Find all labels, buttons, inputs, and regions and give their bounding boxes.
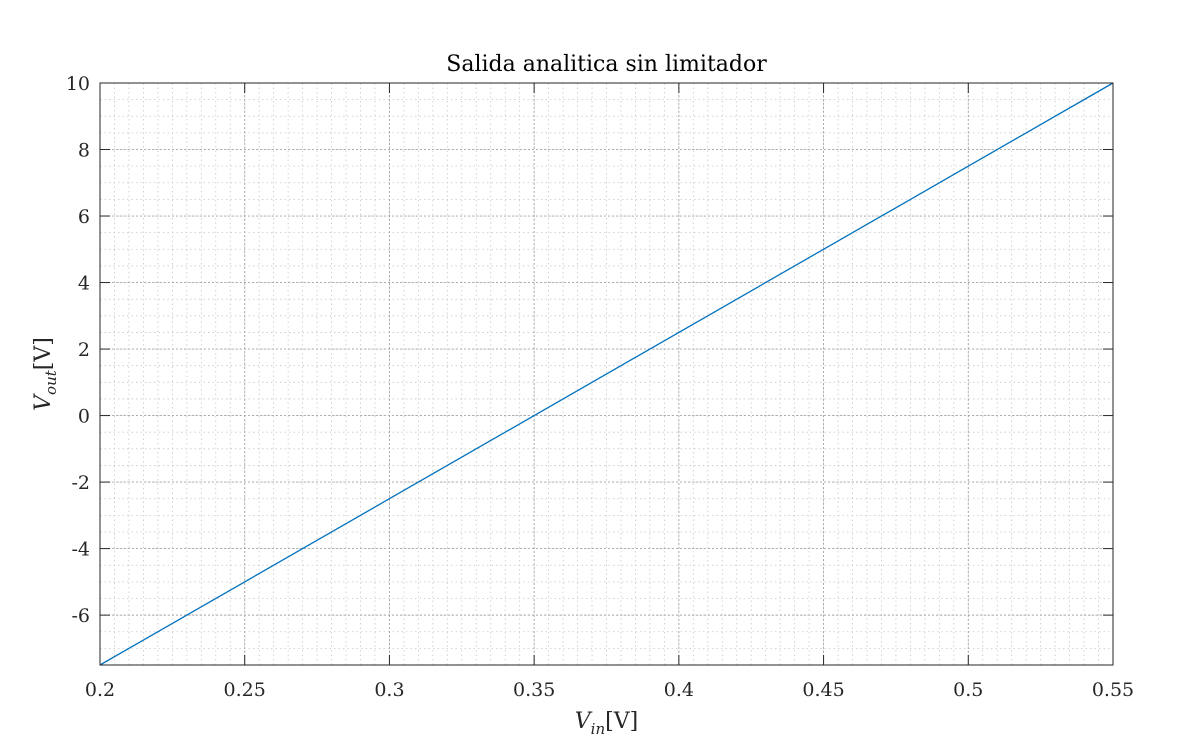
x-tick-label: 0.45 (802, 679, 844, 701)
y-axis-label: Vout[V] (31, 337, 60, 411)
x-axis-label-main: V (575, 709, 593, 734)
tick-marks (99, 82, 1114, 665)
x-tick-label: 0.35 (513, 679, 555, 701)
x-tick-label: 0.55 (1092, 679, 1134, 701)
y-tick-label: -6 (71, 605, 90, 627)
y-tick-label: -2 (71, 472, 90, 494)
chart-title: Salida analitica sin limitador (446, 52, 767, 77)
y-tick-label: 6 (78, 206, 90, 228)
x-tick-label: 0.4 (664, 679, 694, 701)
plot-area-border (99, 82, 1114, 666)
y-tick-label: 4 (78, 273, 90, 295)
y-tick-label: 10 (66, 73, 90, 95)
y-axis-label-unit: [V] (31, 337, 56, 370)
y-tick-label: -4 (71, 539, 90, 561)
y-tick-label: 8 (78, 140, 90, 162)
y-axis-label-main: V (31, 393, 56, 411)
series-layer (99, 82, 1114, 666)
series-line (99, 82, 1114, 666)
y-tick-labels: -6 -4 -2 0 2 4 6 8 10 (66, 73, 90, 627)
x-axis-label-unit: [V] (605, 709, 638, 734)
x-tick-labels: 0.2 0.25 0.3 0.35 0.4 0.45 0.5 0.55 (85, 679, 1134, 701)
y-axis-label-sub: out (42, 369, 60, 395)
y-tick-label: 2 (78, 339, 90, 361)
x-tick-label: 0.2 (85, 679, 115, 701)
x-axis-label: Vin[V] (575, 709, 638, 738)
x-tick-label: 0.5 (953, 679, 983, 701)
x-tick-label: 0.3 (374, 679, 404, 701)
x-tick-label: 0.25 (224, 679, 266, 701)
x-axis-label-sub: in (591, 720, 605, 738)
y-tick-label: 0 (78, 406, 90, 428)
